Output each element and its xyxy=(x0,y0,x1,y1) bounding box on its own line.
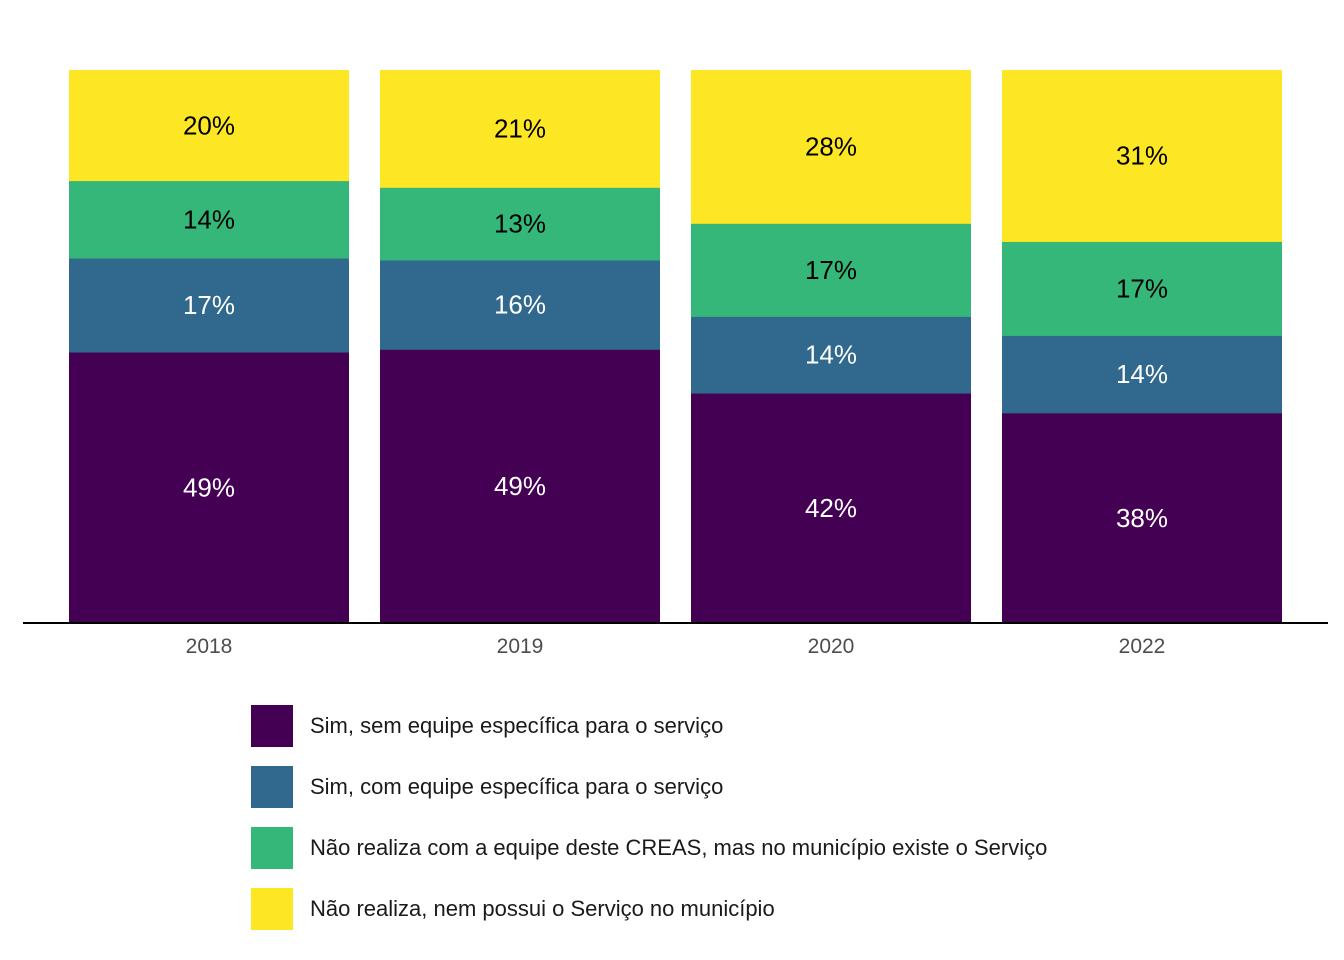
legend-label-sim-sem-equipe: Sim, sem equipe específica para o serviç… xyxy=(310,713,724,738)
data-label-2019-s2: 13% xyxy=(494,209,546,239)
bar-segment-2022-s1 xyxy=(1002,335,1282,414)
legend-label-nao-realiza-nem-possui: Não realiza, nem possui o Serviço no mun… xyxy=(310,896,775,921)
bar-segment-2020-s3 xyxy=(691,70,971,224)
x-tick-label-2022: 2022 xyxy=(1119,635,1166,658)
bar-segment-2022-s2 xyxy=(1002,241,1282,336)
chart-legend: Sim, sem equipe específica para o serviç… xyxy=(251,704,1047,948)
data-label-2022-s3: 31% xyxy=(1116,141,1168,171)
data-label-2018-s3: 20% xyxy=(183,110,235,140)
legend-swatch-nao-realiza-existe xyxy=(251,827,293,869)
data-label-2020-s1: 14% xyxy=(805,340,857,370)
legend-item-nao-realiza-nem-possui: Não realiza, nem possui o Serviço no mun… xyxy=(251,887,1047,931)
x-tick-label-2018: 2018 xyxy=(186,635,233,658)
data-label-2020-s3: 28% xyxy=(805,132,857,162)
data-label-2018-s0: 49% xyxy=(183,473,235,503)
bar-segment-2018-s0 xyxy=(69,352,349,624)
bar-segment-2018-s2 xyxy=(69,180,349,259)
legend-item-sim-sem-equipe: Sim, sem equipe específica para o serviç… xyxy=(251,704,1047,748)
bar-segment-2019-s1 xyxy=(380,259,660,350)
data-label-2018-s1: 17% xyxy=(183,290,235,320)
legend-swatch-nao-realiza-nem-possui xyxy=(251,888,293,930)
data-label-2019-s3: 21% xyxy=(494,114,546,144)
legend-swatch-sim-com-equipe xyxy=(251,766,293,808)
legend-label-sim-com-equipe: Sim, com equipe específica para o serviç… xyxy=(310,774,724,799)
data-label-2018-s2: 14% xyxy=(183,204,235,234)
bar-segment-2018-s3 xyxy=(69,70,349,182)
bar-segment-2022-s3 xyxy=(1002,70,1282,242)
bar-segment-2020-s0 xyxy=(691,393,971,624)
bar-segment-2019-s3 xyxy=(380,70,660,188)
legend-item-sim-com-equipe: Sim, com equipe específica para o serviç… xyxy=(251,765,1047,809)
data-label-2022-s2: 17% xyxy=(1116,273,1168,303)
legend-item-nao-realiza-existe: Não realiza com a equipe deste CREAS, ma… xyxy=(251,826,1047,870)
x-tick-label-2019: 2019 xyxy=(497,635,544,658)
legend-label-nao-realiza-existe: Não realiza com a equipe deste CREAS, ma… xyxy=(310,835,1048,860)
data-label-2022-s1: 14% xyxy=(1116,359,1168,389)
bar-segment-2020-s2 xyxy=(691,223,971,317)
bar-segment-2019-s2 xyxy=(380,187,660,261)
data-label-2022-s0: 38% xyxy=(1116,503,1168,533)
legend-swatch-sim-sem-equipe xyxy=(251,705,293,747)
data-label-2019-s0: 49% xyxy=(494,471,546,501)
data-label-2020-s0: 42% xyxy=(805,493,857,523)
data-label-2019-s1: 16% xyxy=(494,290,546,320)
bar-segment-2022-s0 xyxy=(1002,412,1282,624)
bar-segment-2018-s1 xyxy=(69,258,349,353)
bar-segment-2020-s1 xyxy=(691,316,971,394)
bar-segment-2019-s0 xyxy=(380,349,660,624)
data-label-2020-s2: 17% xyxy=(805,255,857,285)
chart-plot: 49% 17% 14% 20% 2018 49% 16% 13% 21% 2019 42% 14% 17… xyxy=(23,70,1328,658)
x-tick-label-2020: 2020 xyxy=(808,635,855,658)
